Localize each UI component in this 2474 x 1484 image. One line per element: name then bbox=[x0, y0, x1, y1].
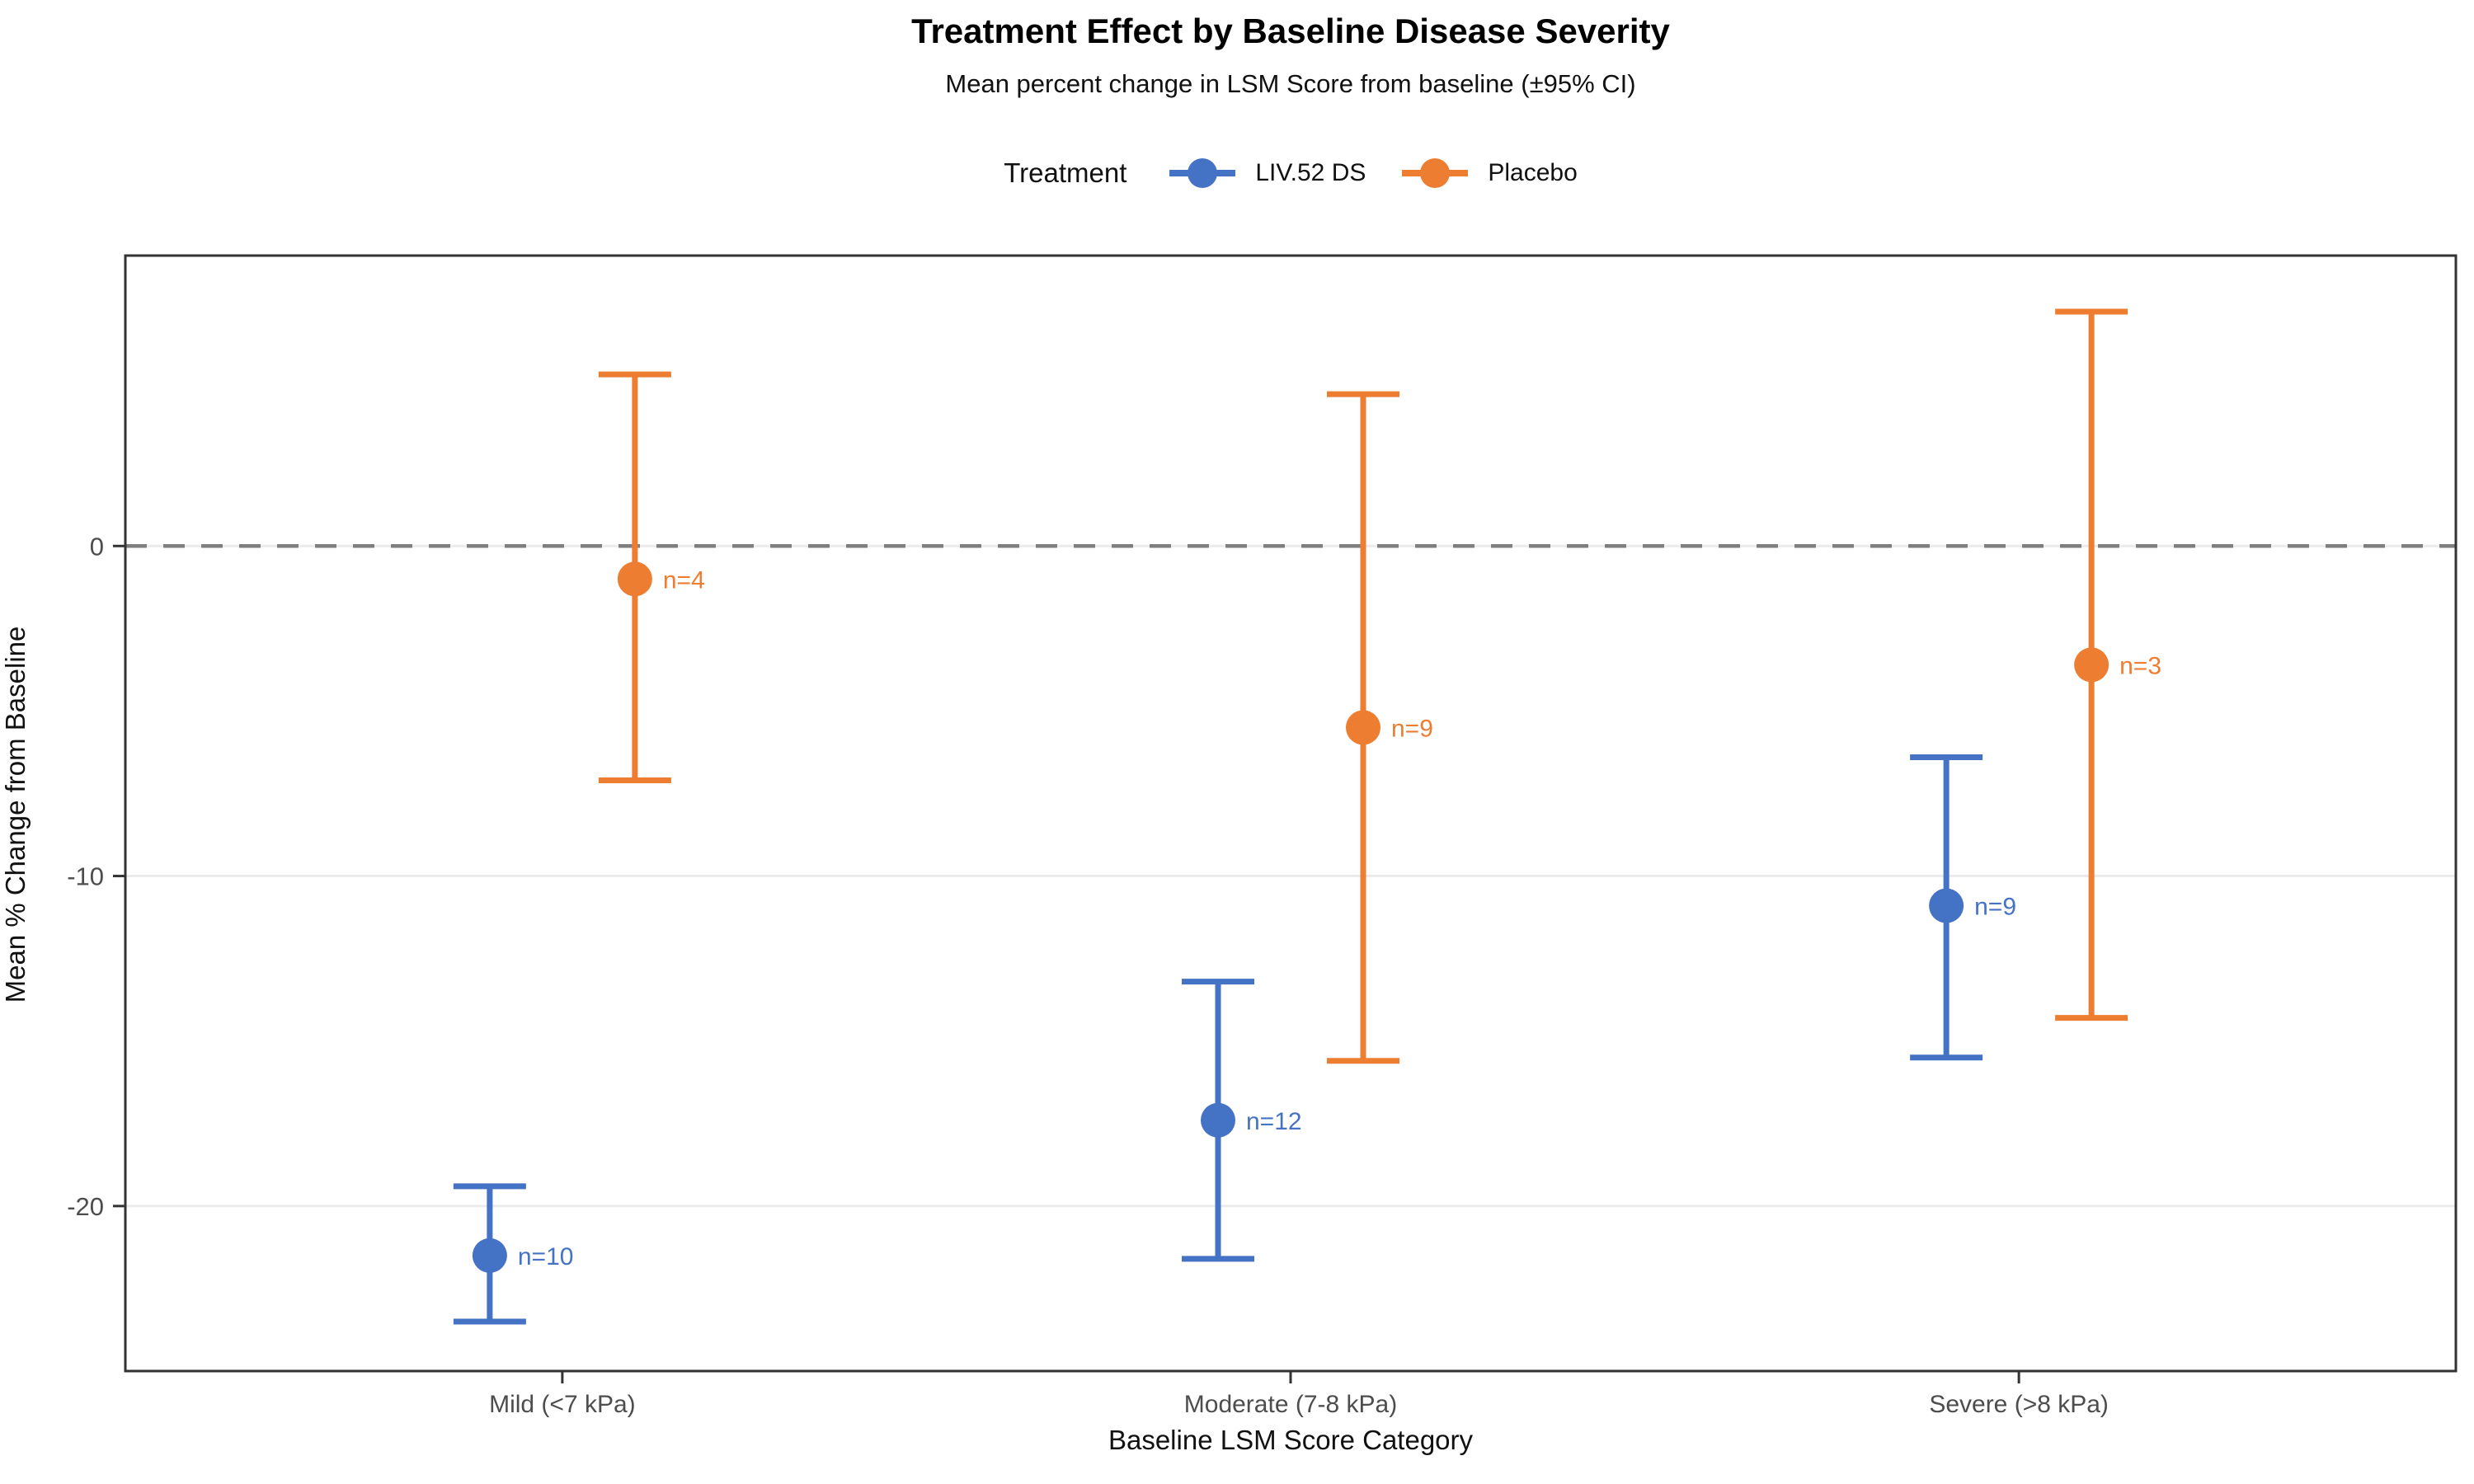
legend-item-label: Placebo bbox=[1488, 159, 1578, 186]
errorbar-point-icon bbox=[1402, 158, 1469, 188]
n-label: n=4 bbox=[663, 566, 705, 594]
mean-point bbox=[472, 1237, 507, 1273]
n-label: n=10 bbox=[518, 1243, 574, 1270]
x-tick-label: Severe (>8 kPa) bbox=[1929, 1391, 2109, 1418]
n-label: n=9 bbox=[1391, 715, 1433, 742]
legend: Treatment LIV.52 DS Placebo bbox=[125, 147, 2456, 200]
chart-title: Treatment Effect by Baseline Disease Sev… bbox=[911, 12, 1670, 50]
legend-item-label: LIV.52 DS bbox=[1255, 159, 1366, 186]
legend-item-liv52ds: LIV.52 DS bbox=[1164, 149, 1366, 197]
mean-point bbox=[617, 561, 652, 597]
n-label: n=9 bbox=[1974, 894, 2016, 921]
y-tick-label: -10 bbox=[67, 862, 104, 891]
n-label: n=3 bbox=[2119, 652, 2161, 679]
x-tick-label: Mild (<7 kPa) bbox=[489, 1391, 636, 1418]
legend-item-placebo: Placebo bbox=[1397, 149, 1578, 197]
chart-subtitle: Mean percent change in LSM Score from ba… bbox=[945, 69, 1636, 98]
legend-title: Treatment bbox=[1004, 157, 1127, 188]
x-axis-title: Baseline LSM Score Category bbox=[1108, 1425, 1474, 1455]
y-tick-label: 0 bbox=[90, 532, 104, 561]
x-tick-label: Moderate (7-8 kPa) bbox=[1184, 1391, 1397, 1418]
y-tick-label: -20 bbox=[67, 1192, 104, 1221]
plot-panel-border bbox=[124, 254, 2458, 1373]
mean-point bbox=[2074, 647, 2109, 683]
n-label: n=12 bbox=[1246, 1108, 1302, 1135]
mean-point bbox=[1201, 1102, 1235, 1138]
errorbar-point-icon bbox=[1169, 158, 1236, 188]
mean-point bbox=[1929, 888, 1964, 923]
mean-point bbox=[1346, 710, 1380, 745]
